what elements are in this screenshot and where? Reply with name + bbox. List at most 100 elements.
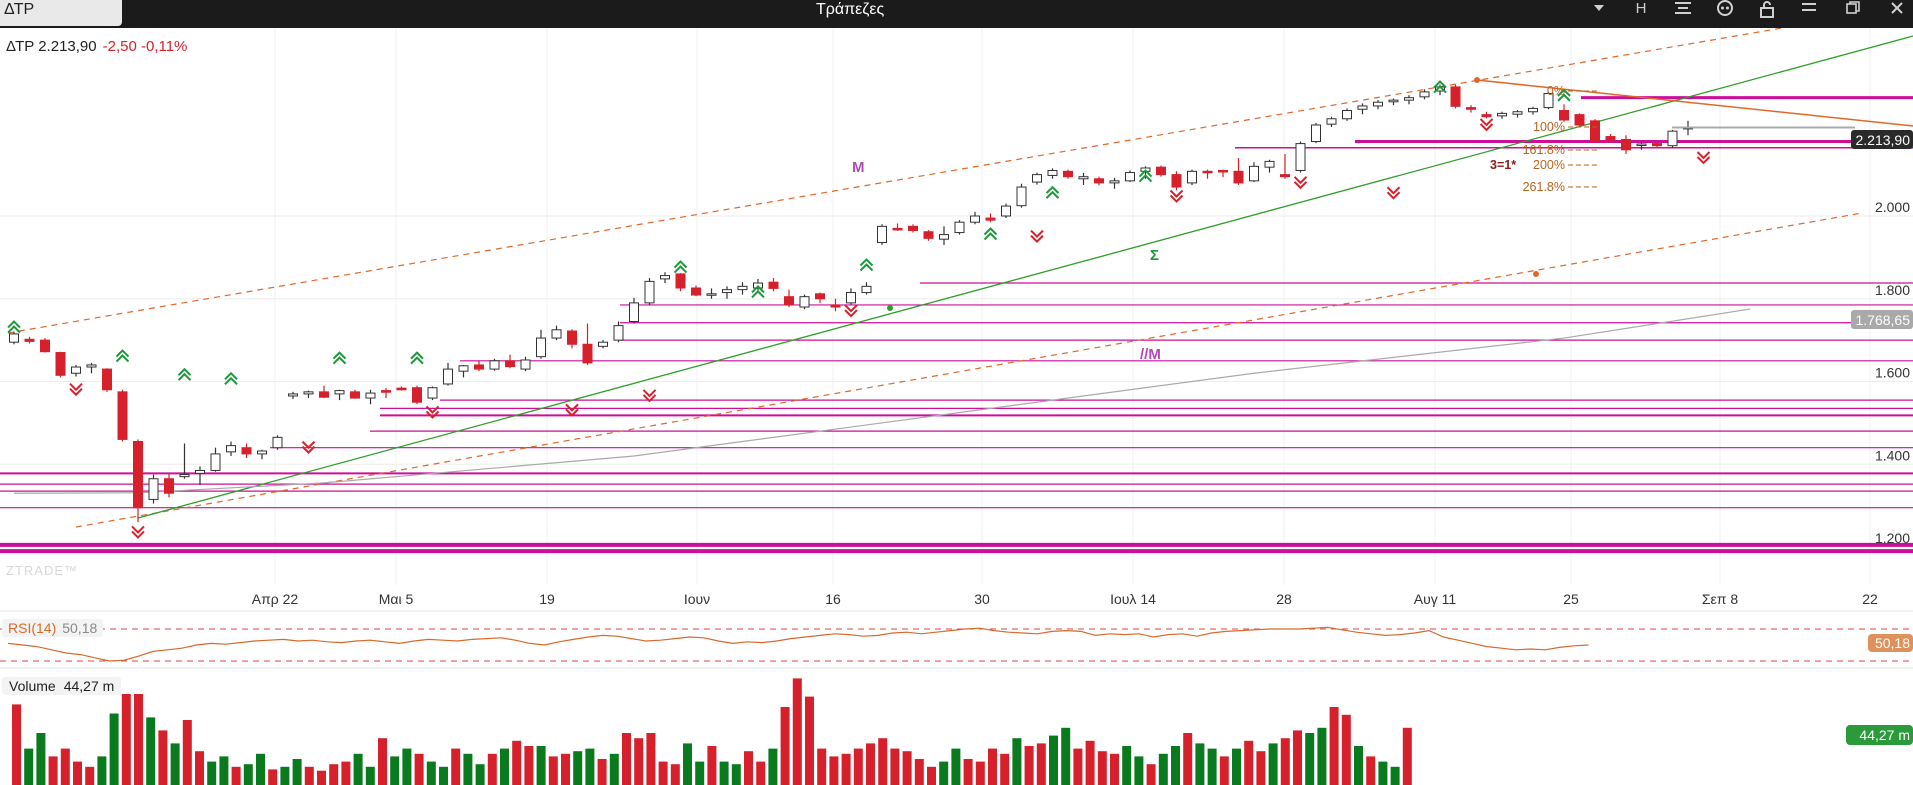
volume-legend[interactable]: Volume 44,27 m (2, 677, 122, 695)
candle (1497, 111, 1507, 119)
candle-body (1466, 107, 1476, 110)
volume-bar (975, 761, 985, 785)
time-axis: Απρ 22 Μαι 5 19 Ιουν 16 30 Ιουλ 14 28 Αυγ 11 25 Σε… (252, 591, 1878, 607)
candle (1218, 169, 1228, 178)
candle-body (1419, 91, 1430, 98)
candle-body (706, 293, 717, 296)
symbol-tab[interactable]: ΔΤΡ (0, 0, 122, 26)
candle-body (133, 440, 143, 509)
ma-price-label: 1.768,65 (1856, 312, 1911, 328)
candle-body (1233, 170, 1244, 184)
candle-body (1016, 186, 1027, 207)
volume-bar (1402, 727, 1412, 785)
candle-body (629, 302, 639, 323)
volume-bar (170, 743, 180, 785)
candle (1125, 170, 1135, 183)
time-tick-label: 28 (1276, 591, 1292, 607)
rsi-legend[interactable]: RSI(14) 50,18 (2, 619, 104, 637)
volume-bar (1256, 751, 1266, 785)
wave-label-slash-m: //M (1140, 346, 1161, 363)
candle (303, 390, 314, 399)
candle-body (1295, 143, 1306, 171)
lock-icon[interactable] (1754, 0, 1780, 22)
candle-body (102, 368, 112, 391)
candle-body (908, 225, 918, 231)
candle (1574, 113, 1585, 128)
candle (350, 389, 360, 399)
volume-bar (1317, 727, 1327, 785)
volume-bar (341, 761, 351, 785)
candle (71, 364, 81, 377)
volume-bar (195, 751, 204, 785)
volume-bar (121, 694, 131, 785)
volume-bar (60, 748, 70, 785)
candle-body (1404, 97, 1414, 101)
candle-body (567, 330, 577, 345)
candle-body (784, 296, 794, 306)
volume-bar (1024, 746, 1034, 785)
candle-body (892, 227, 903, 231)
chevron-down-icon[interactable] (1586, 0, 1612, 22)
candle-body (40, 339, 50, 353)
candle (458, 364, 469, 378)
candle (582, 323, 593, 365)
candle-body (1001, 205, 1011, 217)
comment-icon[interactable] (1712, 0, 1738, 22)
time-tick-label: 30 (974, 591, 990, 607)
volume-bar (902, 751, 912, 785)
volume-value: 44,27 m (63, 678, 115, 694)
buy-signal-icon (115, 349, 130, 363)
candle (195, 466, 205, 485)
candle-body (815, 293, 825, 300)
volume-bar (353, 753, 363, 785)
candle-body (334, 390, 345, 395)
candle-body (71, 366, 81, 374)
volume-bar (304, 766, 314, 785)
candle (133, 439, 143, 523)
candle (1063, 169, 1073, 179)
volume-bar (683, 743, 692, 785)
lines-icon[interactable] (1670, 0, 1696, 22)
volume-bar (109, 713, 119, 785)
candle-body (1497, 112, 1507, 117)
candle (815, 292, 825, 303)
candle (629, 297, 639, 324)
volume-bar (707, 746, 717, 785)
candle-body (1171, 174, 1182, 188)
volume-bar (951, 748, 961, 785)
price-quote: ΔΤΡ 2.213,90 -2,50 -0,11% (2, 37, 192, 56)
sell-signal-icon (565, 403, 579, 417)
candle-body (164, 478, 174, 494)
restore-icon[interactable] (1840, 0, 1866, 22)
candle (148, 474, 159, 504)
candle (1636, 141, 1647, 150)
price-tick-label: 1.600 (1875, 365, 1910, 381)
chart-area[interactable]: 0% 100% 161.8%200% 261.8% 3=1* M Σ //M ZTRAD… (0, 28, 1913, 785)
candle-body (613, 325, 624, 341)
close-icon[interactable] (1884, 0, 1910, 22)
candle (613, 321, 624, 343)
sell-signal-icon (1030, 229, 1044, 244)
candle-body (660, 275, 670, 280)
candle (1512, 110, 1523, 118)
candle-body (923, 231, 934, 239)
quote-symbol-price: ΔΤΡ 2.213,90 (6, 38, 97, 55)
volume-bar (1244, 740, 1254, 785)
candle-body (241, 447, 252, 455)
candle (1295, 141, 1306, 173)
volume-bar (1036, 743, 1046, 785)
candle-body (117, 391, 128, 440)
volume-bar (48, 756, 58, 785)
candle (210, 447, 221, 472)
volume-bar (914, 759, 924, 785)
time-tick-label: 19 (539, 591, 555, 607)
candle-body (737, 285, 748, 291)
candle-body (288, 393, 298, 397)
volume-bar (988, 748, 997, 785)
green-trend-line (137, 35, 1913, 519)
h-button[interactable]: H (1635, 0, 1647, 17)
candle-body (598, 341, 608, 347)
menu-icon[interactable] (1796, 0, 1822, 22)
candle-body (691, 287, 701, 296)
candle (443, 362, 453, 386)
